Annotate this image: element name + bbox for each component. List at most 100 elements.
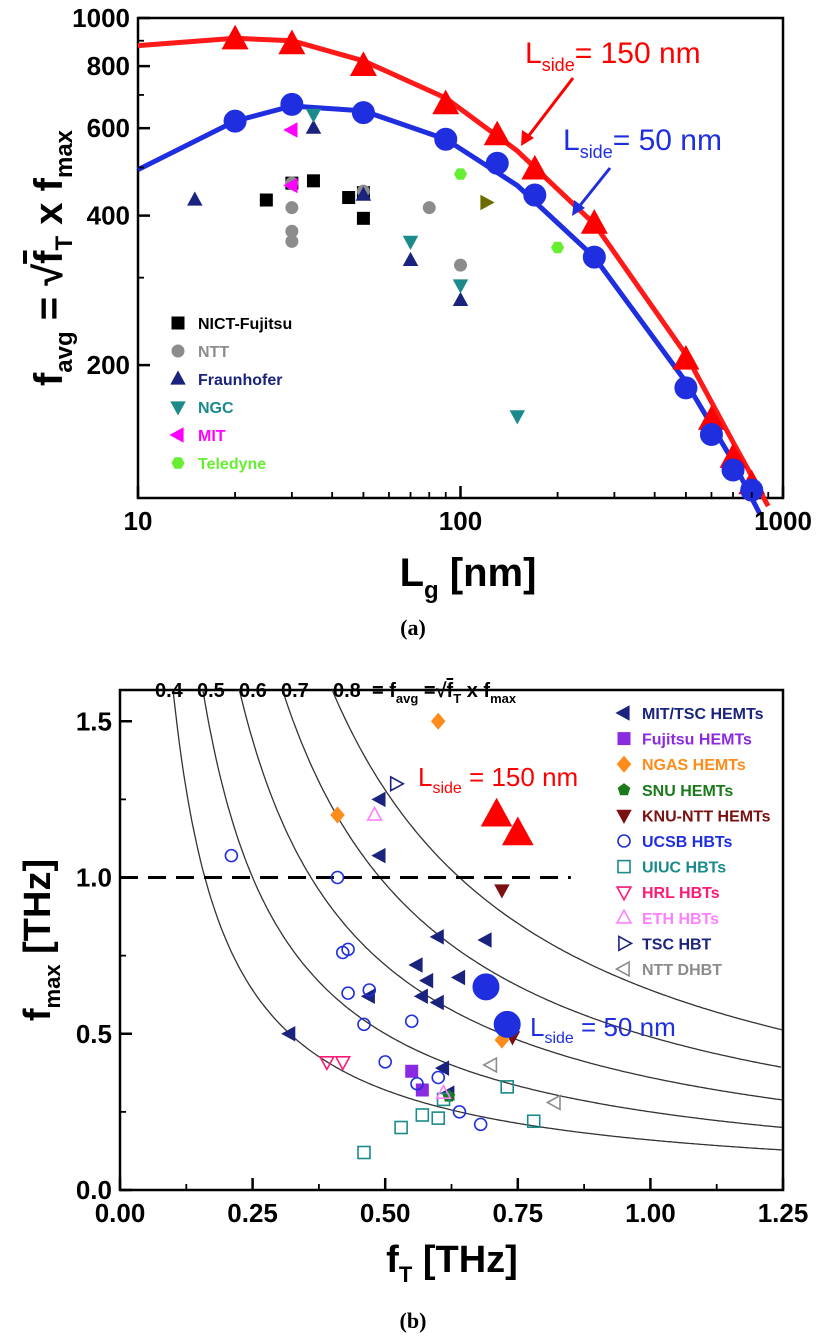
panel-a-point-l-side-50-nm-data (721, 458, 745, 482)
panel-a-y-tick-label: 200 (87, 350, 130, 380)
panel-a-legend-label-fraunhofer: Fraunhofer (198, 372, 282, 389)
panel-a-point-mit (283, 122, 298, 138)
panel-a-point-nict-fujitsu (259, 193, 273, 207)
panel-b-point-eth-hbts (435, 1083, 452, 1099)
panel-a-point-l-side-50-nm-data (434, 127, 458, 151)
panel-b-y-label: fmax [THz] (17, 859, 65, 1021)
iso-label-0.7: 0.7 (281, 680, 309, 702)
panel-a-point-fraunhofer (355, 186, 372, 201)
panel-b-legend-marker-ntt-dhbt (614, 960, 630, 978)
panel-b-point-l-side-150-nm-this-work (480, 797, 513, 827)
panel-b-point-ntt-dhbt (545, 1094, 561, 1111)
panel-b-point-ngas-hemts (330, 806, 345, 824)
panel-a-point-mit (283, 177, 298, 194)
panel-a-point-l-side-150-nm-data (278, 29, 306, 55)
panel-b-point-ucsb-hbts (341, 942, 355, 957)
panel-a-x-label: Lg [nm] (400, 551, 537, 604)
panel-b-point-l-side-150-nm-this-work (501, 816, 534, 846)
caption-a: (a) (400, 615, 426, 640)
panel-b-annotation-50nm: Lside = 50 nm (530, 1012, 676, 1047)
panel-b-legend-label-mit-tsc-hemts: MIT/TSC HEMTs (642, 706, 764, 723)
panel-b-x-tick-label: 1.00 (625, 1198, 676, 1228)
panel-b-x-tick-label: 1.25 (758, 1198, 809, 1228)
panel-b-legend-label-knu-ntt-hemts: KNU-NTT HEMTs (642, 808, 771, 825)
panel-a-point-ngc (305, 108, 322, 123)
panel-b-legend-marker-eth-hbts (615, 908, 633, 924)
panel-a-plot-frame (136, 16, 785, 500)
panel-a-fit-l-side-50-nm (136, 103, 763, 516)
panel-a-x-tick-label: 1000 (754, 506, 812, 536)
panel-a-point-l-side-50-nm-data (674, 376, 698, 400)
panel-a-point-l-side-150-nm-data (672, 344, 700, 370)
panel-b-point-ucsb-hbts (378, 1055, 393, 1069)
panel-a-point-ngc (452, 279, 469, 294)
panel-b-point-uiuc-hbts (394, 1120, 408, 1135)
panel-a-arrow-50nm (576, 167, 612, 209)
panel-a-point-l-side-50-nm-data (280, 92, 304, 116)
panel-b-point-mit-tsc-hemts (371, 791, 386, 808)
panel-a-point-l-side-150-nm-data (221, 24, 249, 50)
svg-text:fmax [THz]: fmax [THz] (17, 859, 65, 1021)
panel-a-legend-marker-ngc (170, 401, 186, 416)
iso-favg-curve-0.4 (172, 689, 782, 1151)
panel-b-annotation-150nm: Lside = 150 nm (418, 762, 578, 797)
panel-b-point-uiuc-hbts (500, 1080, 514, 1094)
panel-a-x-tick-label: 100 (439, 506, 482, 536)
panel-a-y-tick-label: 400 (87, 201, 130, 231)
panel-a-point-ntt (422, 201, 436, 215)
panel-b-point-mit-tsc-hemts (434, 1060, 450, 1076)
panel-b-point-ntt-dhbt (482, 1056, 498, 1074)
panel-a-arrow-150nm (525, 77, 575, 139)
panel-a-point-nict-fujitsu (306, 174, 320, 188)
panel-a-annotation-50nm: Lside= 50 nm (563, 124, 722, 162)
panel-b-y-tick-label: 1.5 (76, 706, 112, 736)
panel-a-point-l-side-150-nm-data (483, 120, 511, 146)
panel-b-point-mit-tsc-hemts (413, 988, 428, 1004)
panel-b-y-tick-label: 0.5 (76, 1019, 112, 1049)
panel-a-point-ntt (285, 201, 299, 215)
panel-b-point-mit-tsc-hemts (408, 957, 423, 973)
panel-b-point-mit-tsc-hemts (477, 932, 492, 948)
panel-b-y-tick-label: 0.0 (76, 1175, 112, 1205)
panel-b-point-ucsb-hbts (330, 870, 345, 885)
panel-a-annotation-150nm: Lside= 150 nm (525, 37, 701, 75)
panel-a-point-ntt (454, 258, 467, 272)
panel-b-point-mit-tsc-hemts (429, 929, 444, 945)
panel-a-legend-marker-nict-fujitsu (171, 316, 185, 330)
panel-b-legend-label-eth-hbts: ETH HBTs (642, 911, 719, 928)
panel-b-point-uiuc-hbts (436, 1092, 451, 1107)
panel-a-chart: 10 100 1000 200 400 600 800 1000 favg = √fT x … (27, 3, 812, 604)
panel-b-y-tick-label: 1.0 (76, 863, 112, 893)
panel-a-legend-label-teledyne: Teledyne (198, 456, 266, 473)
panel-a-point-l-side-50-nm-data (740, 478, 764, 502)
panel-a-legend-label-ntt: NTT (198, 344, 229, 361)
panel-a-point-l-side-50-nm-data (523, 183, 547, 207)
panel-a-legend-label-ngc: NGC (198, 400, 234, 417)
panel-b-point-mit-tsc-hemts (281, 1025, 296, 1042)
panel-a-point-teledyne (551, 241, 565, 254)
panel-b-x-tick-label: 0.25 (227, 1198, 278, 1228)
panel-a-point-fraunhofer (187, 191, 203, 206)
panel-a-fit-l-side-150-nm (137, 35, 771, 508)
panel-b-legend: MIT/TSC HEMTs Fujitsu HEMTs NGAS HEMTs SNU … (614, 705, 771, 979)
panel-b-legend-marker-tsc-hbt (618, 935, 634, 952)
panel-b-legend-label-snu-hemts: SNU HEMTs (642, 783, 733, 800)
panel-b-point-uiuc-hbts (526, 1114, 541, 1129)
panel-b-point-ucsb-hbts (362, 983, 377, 997)
panel-b-legend-label-fujitsu-hemts: Fujitsu HEMTs (642, 732, 752, 749)
panel-a-arrowhead-50nm (572, 200, 585, 216)
panel-b-point-tsc-hbt (389, 775, 405, 792)
panel-b-point-ucsb-hbts (341, 986, 355, 1000)
panel-a-point-l-side-150-nm-data (580, 209, 608, 234)
panel-a-point-l-side-150-nm-data (349, 51, 377, 76)
panel-b-point-knu-ntt-hemts (494, 884, 510, 899)
panel-a-legend-marker-teledyne (171, 457, 185, 469)
panel-a-point-nict-fujitsu (342, 191, 356, 205)
caption-b: (b) (400, 1308, 427, 1333)
iso-label-0.8: 0.8 (333, 680, 361, 702)
panel-a-legend-label-mit: MIT (198, 428, 226, 445)
panel-b-point-ucsb-hbts (224, 848, 239, 863)
iso-equation: = favg =√fT x fmax (372, 680, 517, 706)
panel-b-legend-marker-fujitsu-hemts (617, 732, 631, 746)
panel-b-legend-marker-ngas-hemts (616, 755, 632, 773)
